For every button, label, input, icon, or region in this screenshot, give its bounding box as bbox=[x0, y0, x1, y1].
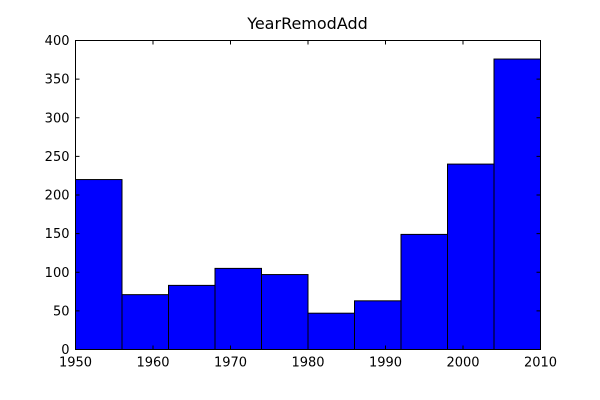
x-tick-label: 1960 bbox=[136, 356, 169, 371]
x-tick-label: 1990 bbox=[369, 356, 402, 371]
histogram-bar bbox=[493, 58, 541, 350]
histogram-bar bbox=[447, 163, 495, 350]
y-tick-label: 400 bbox=[45, 34, 70, 49]
y-tick-label: 50 bbox=[53, 304, 70, 319]
histogram-bar bbox=[75, 179, 123, 350]
ticks-layer: 1950 1960 1970 1980 1990 2000 2010 0 50 100 150 200… bbox=[45, 34, 557, 371]
y-tick-label: 300 bbox=[45, 111, 70, 126]
histogram-bar bbox=[400, 233, 448, 351]
y-tick-label: 150 bbox=[45, 227, 70, 242]
chart-title: YearRemodAdd bbox=[247, 14, 368, 33]
histogram-bar bbox=[354, 300, 402, 350]
histogram-bar bbox=[307, 312, 355, 351]
histogram-bar bbox=[168, 284, 216, 351]
x-tick-label: 1970 bbox=[214, 356, 247, 371]
x-tick-label: 1950 bbox=[59, 356, 92, 371]
histogram-bar bbox=[121, 294, 169, 350]
y-tick-label: 0 bbox=[61, 343, 69, 358]
y-tick-label: 350 bbox=[45, 73, 70, 88]
x-tick-label: 2010 bbox=[524, 356, 557, 371]
y-tick-label: 200 bbox=[45, 189, 70, 204]
x-tick-label: 2000 bbox=[446, 356, 479, 371]
histogram-bar bbox=[261, 274, 309, 351]
y-tick-label: 100 bbox=[45, 266, 70, 281]
x-tick-label: 1980 bbox=[291, 356, 324, 371]
histogram-bar bbox=[214, 267, 262, 351]
bars-layer bbox=[75, 58, 541, 351]
y-tick-label: 250 bbox=[45, 150, 70, 165]
